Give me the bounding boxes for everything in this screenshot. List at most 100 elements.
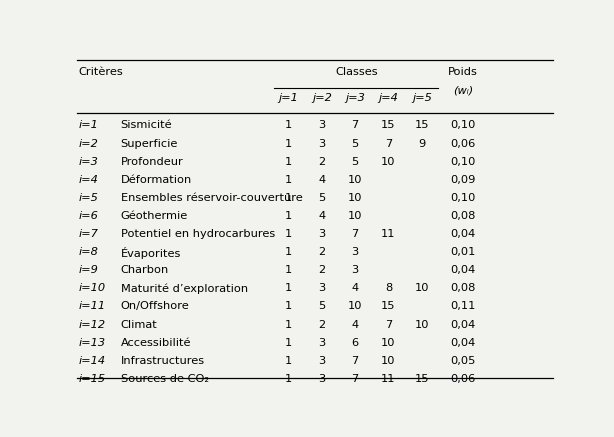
Text: 0,06: 0,06 [451,139,476,149]
Text: i=2: i=2 [79,139,98,149]
Text: 0,05: 0,05 [451,356,476,366]
Text: Climat: Climat [120,319,157,329]
Text: 3: 3 [351,265,359,275]
Text: i=14: i=14 [79,356,106,366]
Text: 3: 3 [318,374,325,384]
Text: i=4: i=4 [79,175,98,185]
Text: 0,04: 0,04 [451,229,476,239]
Text: 0,06: 0,06 [451,374,476,384]
Text: On/Offshore: On/Offshore [120,302,189,312]
Text: 15: 15 [381,302,395,312]
Text: j=4: j=4 [378,94,398,104]
Text: Sources de CO₂: Sources de CO₂ [120,374,209,384]
Text: 3: 3 [318,356,325,366]
Text: 1: 1 [285,265,292,275]
Text: i=10: i=10 [79,283,106,293]
Text: 7: 7 [351,121,359,130]
Text: 5: 5 [318,302,325,312]
Text: Potentiel en hydrocarbures: Potentiel en hydrocarbures [120,229,275,239]
Text: 10: 10 [381,356,395,366]
Text: 7: 7 [351,229,359,239]
Text: 2: 2 [318,247,325,257]
Text: 1: 1 [285,338,292,348]
Text: 1: 1 [285,156,292,166]
Text: Géothermie: Géothermie [120,211,188,221]
Text: 0,04: 0,04 [451,319,476,329]
Text: 1: 1 [285,211,292,221]
Text: i=7: i=7 [79,229,98,239]
Text: i=9: i=9 [79,265,98,275]
Text: 0,10: 0,10 [451,193,476,203]
Text: 9: 9 [418,139,426,149]
Text: 4: 4 [352,319,359,329]
Text: Classes: Classes [335,66,378,76]
Text: i=11: i=11 [79,302,106,312]
Text: Superficie: Superficie [120,139,178,149]
Text: Ensembles réservoir-couverture: Ensembles réservoir-couverture [120,193,302,203]
Text: 15: 15 [414,121,429,130]
Text: 1: 1 [285,302,292,312]
Text: Sismicité: Sismicité [120,121,172,130]
Text: 1: 1 [285,319,292,329]
Text: 7: 7 [351,374,359,384]
Text: 4: 4 [318,211,325,221]
Text: Critères: Critères [79,66,123,76]
Text: (wᵢ): (wᵢ) [453,85,473,95]
Text: 5: 5 [351,139,359,149]
Text: 7: 7 [385,139,392,149]
Text: 5: 5 [318,193,325,203]
Text: i=1: i=1 [79,121,98,130]
Text: 15: 15 [414,374,429,384]
Text: Déformation: Déformation [120,175,192,185]
Text: i=6: i=6 [79,211,98,221]
Text: 1: 1 [285,283,292,293]
Text: 10: 10 [348,211,362,221]
Text: j=1: j=1 [279,94,298,104]
Text: i=12: i=12 [79,319,106,329]
Text: j=2: j=2 [312,94,332,104]
Text: 3: 3 [318,121,325,130]
Text: 2: 2 [318,319,325,329]
Text: 0,08: 0,08 [451,283,476,293]
Text: 8: 8 [385,283,392,293]
Text: 6: 6 [352,338,359,348]
Text: Profondeur: Profondeur [120,156,183,166]
Text: 15: 15 [381,121,395,130]
Text: 0,11: 0,11 [451,302,476,312]
Text: 11: 11 [381,229,395,239]
Text: 10: 10 [414,319,429,329]
Text: 1: 1 [285,193,292,203]
Text: Poids: Poids [448,66,478,76]
Text: 1: 1 [285,229,292,239]
Text: j=5: j=5 [412,94,432,104]
Text: 0,10: 0,10 [451,156,476,166]
Text: j=3: j=3 [345,94,365,104]
Text: 10: 10 [381,156,395,166]
Text: 10: 10 [348,193,362,203]
Text: 4: 4 [352,283,359,293]
Text: i=13: i=13 [79,338,106,348]
Text: 0,09: 0,09 [451,175,476,185]
Text: 4: 4 [318,175,325,185]
Text: 1: 1 [285,121,292,130]
Text: Infrastructures: Infrastructures [120,356,204,366]
Text: Charbon: Charbon [120,265,169,275]
Text: 3: 3 [318,229,325,239]
Text: 1: 1 [285,356,292,366]
Text: 1: 1 [285,175,292,185]
Text: 0,04: 0,04 [451,265,476,275]
Text: 2: 2 [318,156,325,166]
Text: 3: 3 [318,139,325,149]
Text: 1: 1 [285,374,292,384]
Text: 1: 1 [285,247,292,257]
Text: 0,08: 0,08 [451,211,476,221]
Text: 3: 3 [351,247,359,257]
Text: 10: 10 [414,283,429,293]
Text: 7: 7 [351,356,359,366]
Text: i=3: i=3 [79,156,98,166]
Text: 1: 1 [285,139,292,149]
Text: i=5: i=5 [79,193,98,203]
Text: 3: 3 [318,283,325,293]
Text: i=15: i=15 [79,374,106,384]
Text: i=8: i=8 [79,247,98,257]
